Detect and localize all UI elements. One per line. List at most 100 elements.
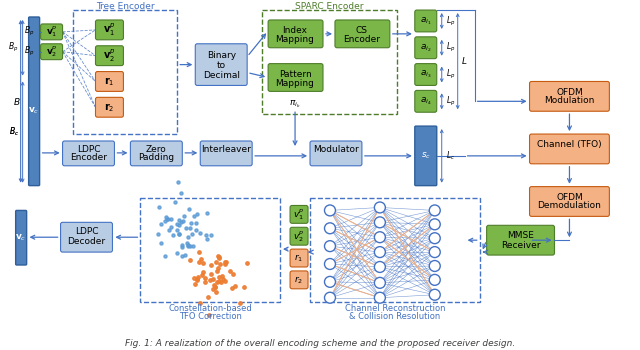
Text: SPARC Encoder: SPARC Encoder	[295, 2, 364, 10]
Point	[211, 268, 221, 274]
Bar	[262, 10, 397, 114]
FancyBboxPatch shape	[40, 24, 63, 40]
Point	[204, 313, 214, 318]
Point	[217, 273, 227, 279]
Circle shape	[374, 261, 385, 272]
Point	[206, 232, 216, 237]
Point	[177, 253, 188, 259]
Circle shape	[324, 223, 335, 234]
Point	[162, 216, 172, 222]
FancyBboxPatch shape	[200, 141, 252, 166]
FancyBboxPatch shape	[335, 20, 390, 48]
FancyBboxPatch shape	[268, 64, 323, 91]
Point	[220, 278, 230, 284]
Text: Modulator: Modulator	[313, 145, 359, 154]
Text: Modulation: Modulation	[544, 96, 595, 105]
Circle shape	[429, 247, 440, 258]
Text: Mapping: Mapping	[276, 79, 314, 88]
Text: $B_p$: $B_p$	[24, 25, 35, 38]
FancyBboxPatch shape	[15, 210, 27, 265]
Point	[230, 283, 241, 288]
Circle shape	[324, 259, 335, 270]
Text: $v_2^p$: $v_2^p$	[293, 229, 305, 244]
Point	[242, 260, 252, 266]
Circle shape	[429, 260, 440, 272]
FancyBboxPatch shape	[529, 187, 609, 216]
Text: Fig. 1: A realization of the overall encoding scheme and the proposed receiver d: Fig. 1: A realization of the overall enc…	[125, 339, 515, 348]
Point	[216, 279, 227, 285]
Point	[200, 279, 210, 285]
Point	[221, 259, 231, 265]
Point	[211, 259, 221, 265]
Point	[179, 213, 189, 218]
Text: $s_c$: $s_c$	[420, 150, 431, 161]
Point	[168, 232, 178, 238]
Point	[220, 261, 230, 266]
Point	[179, 219, 189, 224]
Point	[214, 275, 224, 280]
FancyBboxPatch shape	[415, 37, 436, 59]
Point	[153, 231, 163, 237]
Text: Mapping: Mapping	[276, 35, 314, 44]
Text: $L_p$: $L_p$	[446, 41, 456, 54]
FancyBboxPatch shape	[290, 227, 308, 245]
Point	[186, 220, 196, 226]
Point	[209, 282, 220, 287]
Point	[210, 284, 220, 289]
Bar	[72, 10, 177, 134]
Point	[197, 272, 207, 278]
Text: Tree Encoder: Tree Encoder	[95, 2, 154, 10]
Text: TFO Correction: TFO Correction	[179, 312, 242, 321]
Circle shape	[429, 205, 440, 216]
Circle shape	[429, 219, 440, 230]
Text: Channel (TFO): Channel (TFO)	[537, 140, 602, 149]
Text: $L_p$: $L_p$	[446, 14, 456, 28]
Point	[190, 281, 200, 287]
Point	[192, 277, 202, 283]
Point	[205, 262, 216, 268]
FancyBboxPatch shape	[415, 10, 436, 32]
Point	[154, 204, 164, 210]
Point	[202, 210, 212, 216]
Text: Zero: Zero	[146, 145, 167, 154]
Point	[182, 240, 192, 246]
FancyBboxPatch shape	[95, 46, 124, 65]
Point	[163, 217, 173, 222]
Text: $L_c$: $L_c$	[446, 149, 455, 162]
Text: Padding: Padding	[138, 153, 175, 162]
Point	[181, 225, 191, 230]
Point	[201, 232, 211, 238]
Point	[173, 217, 184, 223]
Point	[166, 224, 176, 230]
FancyBboxPatch shape	[95, 20, 124, 40]
Text: OFDM: OFDM	[556, 193, 583, 202]
Text: $\mathbf{v}_1^p$: $\mathbf{v}_1^p$	[103, 22, 116, 38]
Circle shape	[374, 278, 385, 288]
Point	[173, 231, 184, 236]
Text: Decoder: Decoder	[67, 237, 106, 246]
Point	[161, 214, 171, 219]
FancyBboxPatch shape	[40, 44, 63, 60]
Text: $B_c$: $B_c$	[8, 126, 19, 138]
Text: $\mathbf{v}_c$: $\mathbf{v}_c$	[15, 232, 27, 243]
Point	[214, 278, 224, 284]
Circle shape	[429, 289, 440, 300]
Text: $r_1$: $r_1$	[294, 252, 303, 264]
Point	[176, 190, 186, 196]
Point	[206, 271, 216, 277]
Text: Constellation-based: Constellation-based	[168, 304, 252, 313]
Point	[164, 227, 174, 233]
Point	[193, 274, 204, 280]
FancyBboxPatch shape	[529, 134, 609, 164]
Point	[195, 230, 205, 236]
Text: $\mathbf{r}_2$: $\mathbf{r}_2$	[104, 101, 115, 114]
Circle shape	[324, 241, 335, 252]
Circle shape	[374, 202, 385, 213]
Circle shape	[429, 233, 440, 244]
FancyBboxPatch shape	[290, 205, 308, 223]
Text: $r_2$: $r_2$	[294, 274, 303, 286]
Text: Encoder: Encoder	[70, 153, 107, 162]
Text: LDPC: LDPC	[75, 227, 99, 236]
Point	[196, 256, 207, 262]
Point	[192, 276, 202, 281]
